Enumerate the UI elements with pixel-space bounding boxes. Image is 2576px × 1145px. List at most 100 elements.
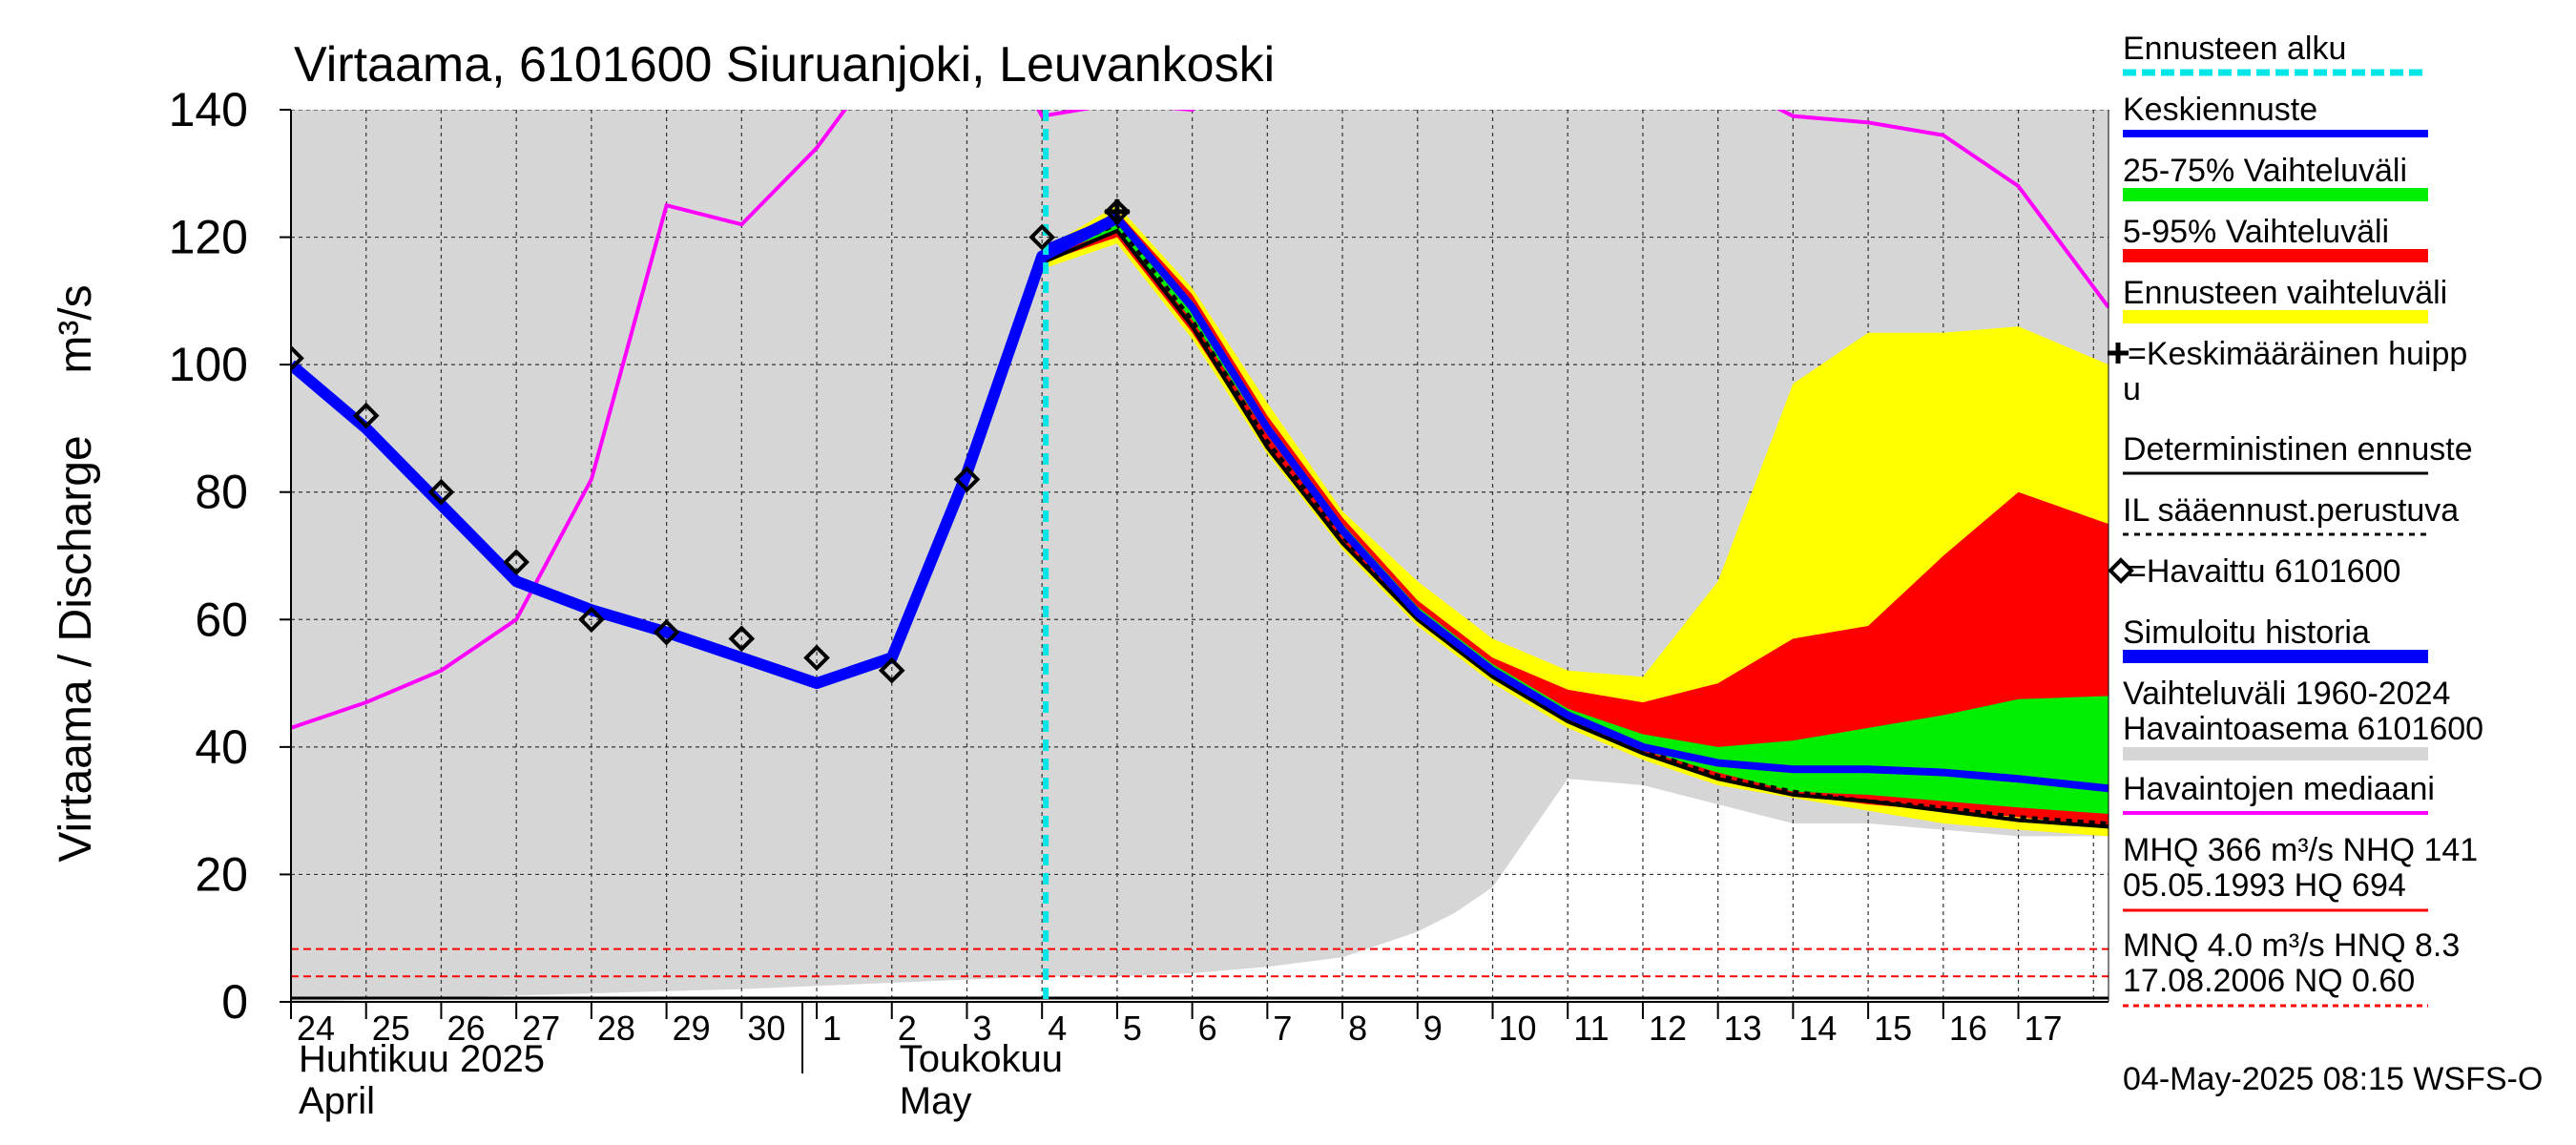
legend-label-line2: 17.08.2006 NQ 0.60 (2123, 963, 2415, 999)
legend-item: Ennusteen vaihteluväli (2123, 275, 2447, 323)
y-tick-label: 60 (195, 593, 248, 646)
x-tick-label: 17 (2025, 1009, 2063, 1048)
y-tick-label: 120 (169, 211, 248, 264)
legend-item: Ennusteen alku (2123, 31, 2428, 76)
observed-point (503, 549, 530, 576)
x-tick-label: 1 (822, 1009, 841, 1048)
legend-label: Deterministinen ennuste (2123, 431, 2473, 468)
legend-label: Keskiennuste (2123, 92, 2317, 128)
legend-label: 5-95% Vaihteluväli (2123, 214, 2389, 250)
x-tick-label: 28 (597, 1009, 635, 1048)
legend-item: 5-95% Vaihteluväli (2123, 214, 2428, 262)
month-label-en: April (299, 1080, 375, 1122)
legend-swatch (2123, 249, 2428, 262)
y-tick-label: 20 (195, 847, 248, 901)
legend-item: Deterministinen ennuste (2123, 431, 2473, 475)
y-axis-unit: m³/s (51, 284, 101, 373)
legend-item: IL sääennust.perustuva (2123, 492, 2459, 536)
chart-title: Virtaama, 6101600 Siuruanjoki, Leuvankos… (294, 37, 1275, 93)
y-tick-label: 100 (169, 338, 248, 391)
x-tick-label: 26 (447, 1009, 485, 1048)
x-tick-label: 27 (522, 1009, 560, 1048)
x-tick-label: 13 (1724, 1009, 1762, 1048)
legend-label-line2: Havaintoasema 6101600 (2123, 711, 2483, 747)
legend-label: =Havaittu 6101600 (2128, 553, 2400, 590)
legend-item: Simuloitu historia (2123, 614, 2428, 663)
x-tick-label: 3 (972, 1009, 991, 1048)
legend: Ennusteen alku Keskiennuste 25-75% Vaihtel… (2108, 31, 2483, 1008)
x-tick-label: 10 (1499, 1009, 1537, 1048)
x-tick-label: 2 (898, 1009, 917, 1048)
observed-point (1028, 223, 1056, 251)
x-tick-label: 14 (1798, 1009, 1837, 1048)
legend-label: 25-75% Vaihteluväli (2123, 153, 2407, 189)
legend-label: Ennusteen vaihteluväli (2123, 275, 2447, 311)
x-tick-label: 30 (747, 1009, 785, 1048)
legend-label-line2: u (2123, 371, 2141, 407)
legend-label: Ennusteen alku (2123, 31, 2346, 67)
observed-point (803, 644, 830, 672)
observed-point (653, 618, 680, 646)
legend-label-line2: 05.05.1993 HQ 694 (2123, 867, 2406, 904)
legend-item: =Havaittu 6101600 (2108, 553, 2400, 590)
legend-swatch (2108, 343, 2129, 364)
legend-label: Simuloitu historia (2123, 614, 2370, 651)
observed-point (878, 656, 905, 684)
x-tick-label: 12 (1649, 1009, 1687, 1048)
deterministic-line (1041, 228, 2109, 829)
month-label-en: May (900, 1080, 972, 1122)
observed-point (352, 402, 380, 429)
y-tick-label: 80 (195, 466, 248, 519)
legend-label: IL sääennust.perustuva (2123, 492, 2459, 529)
legend-item: 25-75% Vaihteluväli (2123, 153, 2428, 201)
observed-point (427, 478, 455, 506)
legend-label: Havaintojen mediaani (2123, 771, 2435, 807)
x-tick-label: 29 (673, 1009, 711, 1048)
observed-point (578, 606, 605, 634)
y-tick-label: 140 (169, 83, 248, 136)
x-tick-label: 6 (1198, 1009, 1217, 1048)
x-tick-label: 24 (297, 1009, 335, 1048)
legend-item: MNQ 4.0 m³/s HNQ 8.317.08.2006 NQ 0.60 (2123, 927, 2460, 1008)
legend-label: MNQ 4.0 m³/s HNQ 8.3 (2123, 927, 2460, 964)
legend-item: Keskiennuste (2123, 92, 2428, 137)
x-tick-label: 7 (1273, 1009, 1292, 1048)
month-label: Huhtikuu 2025 (299, 1038, 545, 1080)
x-tick-label: 11 (1573, 1009, 1609, 1048)
month-label: Toukokuu (900, 1038, 1063, 1080)
y-axis-label: Virtaama / Discharge (51, 435, 101, 862)
p5-95-band (1042, 211, 2109, 827)
legend-swatch (2108, 557, 2134, 584)
legend-swatch (2123, 310, 2428, 323)
median-history-line (291, 110, 2109, 730)
p25-75-band (1042, 218, 2109, 814)
legend-label: =Keskimääräinen huipp (2128, 336, 2467, 372)
x-tick-label: 15 (1874, 1009, 1912, 1048)
observed-point (291, 344, 304, 372)
legend-swatch (2123, 747, 2428, 760)
plot-area (291, 110, 2109, 1002)
timestamp: 04-May-2025 08:15 WSFS-O (2123, 1061, 2543, 1097)
legend-swatch (2123, 650, 2428, 663)
x-tick-label: 5 (1123, 1009, 1142, 1048)
mean-peak-marker (1104, 198, 1130, 224)
x-tick-label: 8 (1348, 1009, 1367, 1048)
legend-swatch (2123, 188, 2428, 201)
legend-item: Vaihteluväli 1960-2024 Havaintoasema 610… (2123, 676, 2483, 760)
x-tick-label: 9 (1423, 1009, 1443, 1048)
legend-label: MHQ 366 m³/s NHQ 141 (2123, 832, 2478, 868)
x-tick-label: 16 (1949, 1009, 1987, 1048)
y-tick-label: 0 (221, 975, 248, 1029)
mean-forecast-line (1040, 213, 2109, 793)
y-tick-label: 40 (195, 720, 248, 774)
observed-point (728, 625, 756, 653)
x-tick-label: 25 (372, 1009, 410, 1048)
history-range-band (291, 110, 2109, 1002)
observed-point (953, 466, 981, 493)
legend-item: Havaintojen mediaani (2123, 771, 2435, 815)
x-tick-label: 4 (1048, 1009, 1067, 1048)
legend-label: Vaihteluväli 1960-2024 (2123, 676, 2450, 712)
